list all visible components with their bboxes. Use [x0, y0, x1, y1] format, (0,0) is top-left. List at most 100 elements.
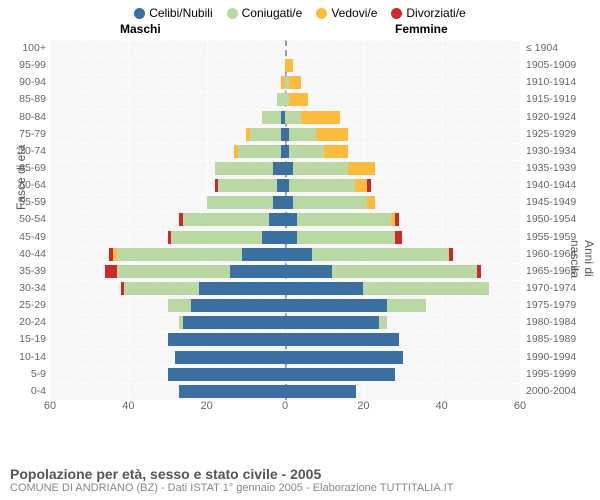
bar-segment: [124, 282, 198, 295]
age-row: 35-391965-1969: [50, 263, 520, 280]
birth-label: 1920-1924: [526, 111, 598, 123]
birth-label: 1960-1964: [526, 248, 598, 260]
bar-segment: [332, 265, 477, 278]
bars-female: [285, 196, 375, 209]
bars-female: [285, 333, 399, 346]
age-row: 95-991905-1909: [50, 57, 520, 74]
bars-female: [285, 93, 308, 106]
age-row: 80-841920-1924: [50, 109, 520, 126]
age-row: 85-891915-1919: [50, 91, 520, 108]
age-label: 60-64: [0, 179, 46, 191]
bar-segment: [269, 213, 285, 226]
x-tick: 60: [514, 400, 526, 412]
birth-label: 1995-1999: [526, 368, 598, 380]
legend-swatch: [227, 8, 238, 19]
bar-segment: [168, 299, 192, 312]
bar-segment: [285, 316, 379, 329]
bar-segment: [285, 368, 395, 381]
birth-label: 1985-1989: [526, 333, 598, 345]
age-label: 15-19: [0, 333, 46, 345]
age-row: 0-42000-2004: [50, 383, 520, 400]
x-tick: 40: [122, 400, 134, 412]
bar-segment: [168, 333, 286, 346]
age-label: 90-94: [0, 76, 46, 88]
age-label: 80-84: [0, 111, 46, 123]
bars-male: [168, 299, 286, 312]
birth-label: 1925-1929: [526, 128, 598, 140]
x-tick: 40: [436, 400, 448, 412]
bar-segment: [285, 385, 356, 398]
birth-label: 1940-1944: [526, 179, 598, 191]
birth-label: 1980-1984: [526, 316, 598, 328]
bars-male: [207, 196, 285, 209]
bars-male: [262, 111, 285, 124]
age-label: 0-4: [0, 385, 46, 397]
bars-male: [168, 231, 285, 244]
birth-label: 1955-1959: [526, 231, 598, 243]
bar-segment: [117, 265, 231, 278]
bar-segment: [285, 248, 312, 261]
legend-label: Divorziati/e: [406, 6, 465, 20]
x-tick: 60: [44, 400, 56, 412]
bar-segment: [207, 196, 274, 209]
bars-male: [175, 351, 285, 364]
bar-segment: [117, 248, 242, 261]
bars-male: [246, 128, 285, 141]
legend-item: Vedovi/e: [316, 6, 377, 20]
bars-male: [215, 162, 286, 175]
bar-segment: [285, 282, 363, 295]
bars-female: [285, 76, 301, 89]
bar-segment: [230, 265, 285, 278]
age-label: 75-79: [0, 128, 46, 140]
age-label: 55-59: [0, 196, 46, 208]
birth-label: 1970-1974: [526, 282, 598, 294]
birth-label: 1935-1939: [526, 162, 598, 174]
bar-segment: [297, 213, 391, 226]
bars-male: [105, 265, 285, 278]
bar-segment: [215, 162, 274, 175]
age-label: 25-29: [0, 299, 46, 311]
bar-segment: [395, 231, 403, 244]
bar-segment: [387, 299, 426, 312]
x-tick: 0: [282, 400, 288, 412]
age-label: 65-69: [0, 162, 46, 174]
bar-segment: [293, 196, 367, 209]
bars-female: [285, 265, 481, 278]
age-label: 20-24: [0, 316, 46, 328]
age-row: 5-91995-1999: [50, 366, 520, 383]
bar-segment: [285, 265, 332, 278]
gender-headers: Maschi Femmine: [0, 22, 600, 40]
bars-female: [285, 111, 340, 124]
birth-label: 1945-1949: [526, 196, 598, 208]
bar-segment: [285, 231, 297, 244]
age-label: 70-74: [0, 145, 46, 157]
bar-segment: [273, 196, 285, 209]
bar-segment: [285, 333, 399, 346]
age-row: 100+≤ 1904: [50, 40, 520, 57]
bar-segment: [285, 111, 301, 124]
bar-segment: [395, 213, 399, 226]
bars-female: [285, 145, 348, 158]
legend-label: Celibi/Nubili: [149, 6, 212, 20]
bar-segment: [105, 265, 117, 278]
age-label: 85-89: [0, 93, 46, 105]
birth-label: ≤ 1904: [526, 42, 598, 54]
pyramid-chart: Fasce di età Anni di nascita 100+≤ 19049…: [0, 40, 600, 420]
bar-segment: [191, 299, 285, 312]
bars-female: [285, 162, 375, 175]
age-label: 30-34: [0, 282, 46, 294]
birth-label: 1950-1954: [526, 213, 598, 225]
plot-area: 100+≤ 190495-991905-190990-941910-191485…: [50, 40, 520, 400]
age-label: 50-54: [0, 213, 46, 225]
age-row: 50-541950-1954: [50, 211, 520, 228]
bar-segment: [312, 248, 449, 261]
bar-segment: [179, 385, 285, 398]
bars-female: [285, 128, 348, 141]
header-male: Maschi: [120, 22, 161, 36]
bars-female: [285, 179, 371, 192]
bars-female: [285, 282, 489, 295]
legend-swatch: [134, 8, 145, 19]
bars-female: [285, 248, 453, 261]
bars-female: [285, 213, 399, 226]
age-row: 20-241980-1984: [50, 314, 520, 331]
